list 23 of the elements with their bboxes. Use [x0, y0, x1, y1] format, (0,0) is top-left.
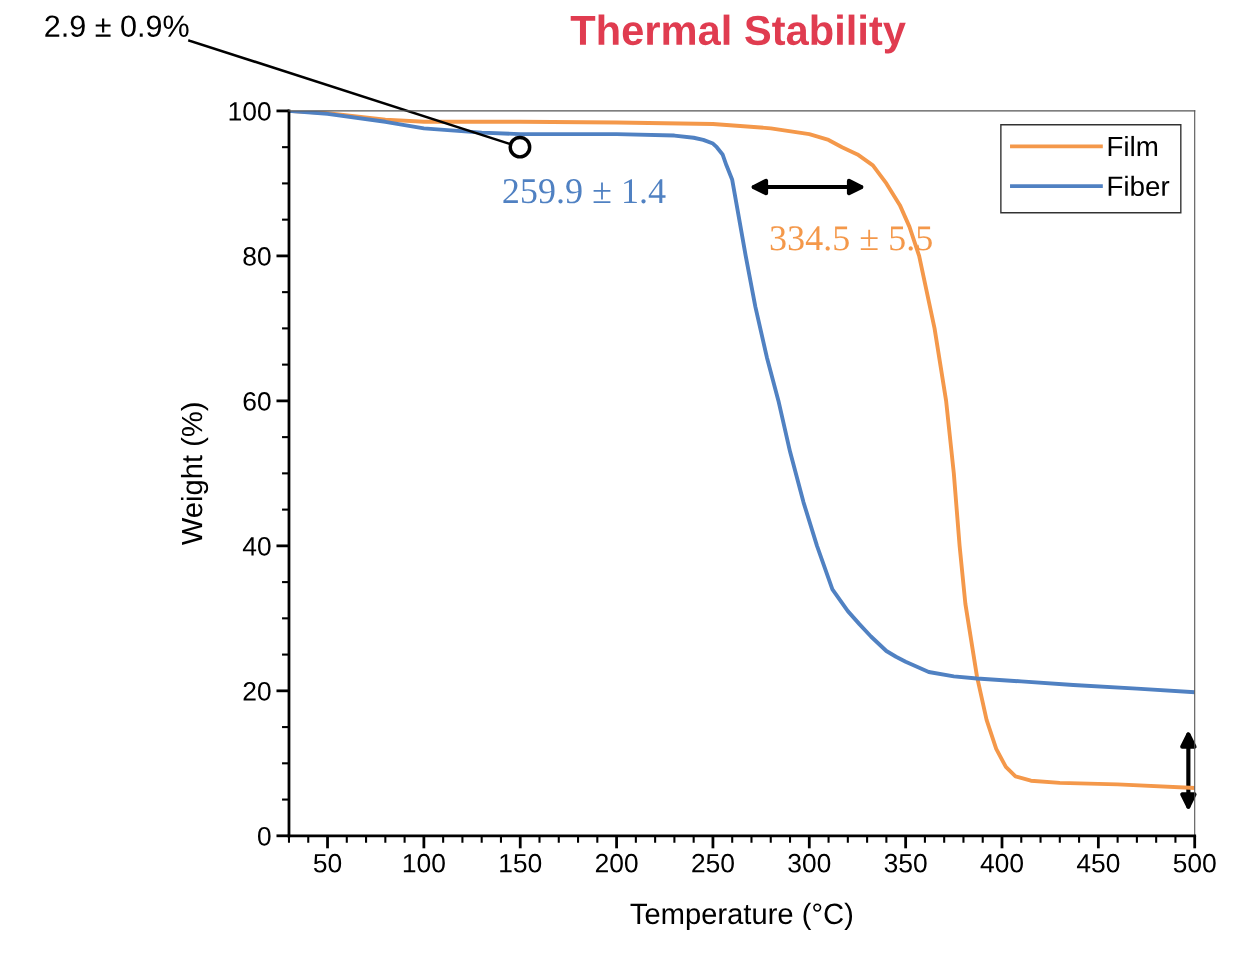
y-tick-label: 100	[229, 102, 271, 121]
y-tick-label: 80	[243, 247, 271, 266]
x-tick-label: 250	[692, 853, 734, 873]
x-tick-label: 300	[788, 853, 831, 873]
y-tick-label: 40	[242, 536, 271, 556]
y-tick-label: 60	[243, 392, 271, 411]
x-tick-label: 500	[1173, 853, 1216, 873]
x-tick-label: 150	[500, 853, 542, 873]
x-tick-label: 100	[403, 853, 445, 873]
y-axis-title: Weight (%)	[180, 403, 209, 546]
annotation: 259.9 ± 1.4	[503, 179, 666, 204]
x-tick-label: 200	[595, 853, 638, 873]
legend-label: Fiber	[1108, 175, 1170, 197]
y-tick-label: 0	[257, 826, 271, 846]
chart-title: Thermal Stability	[570, 14, 906, 54]
x-axis-title: Temperature (°C)	[630, 902, 853, 930]
x-tick-label: 50	[313, 853, 342, 873]
x-tick-label: 350	[884, 853, 927, 873]
x-tick-label: 450	[1076, 853, 1120, 873]
legend-label: Film	[1108, 135, 1158, 157]
x-tick-label: 400	[980, 853, 1023, 873]
y-tick-label: 20	[243, 681, 271, 701]
text: 2.9 ± 0.9%	[45, 15, 189, 38]
